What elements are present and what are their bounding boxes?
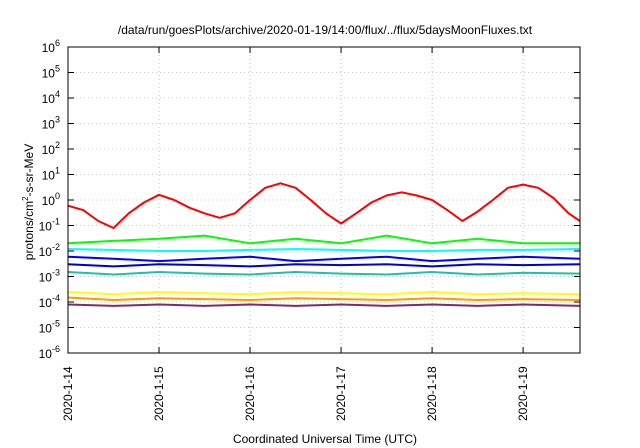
y-tick-base: 10 [42,41,56,55]
y-tick-label: 104 [42,89,60,106]
y-tick-exponent: 3 [55,115,60,125]
y-tick-base: 10 [39,271,53,285]
x-axis-label: Coordinated Universal Time (UTC) [233,432,417,446]
y-tick-label: 10-4 [39,293,60,310]
y-tick-base: 10 [42,92,56,106]
y-tick-base: 10 [39,220,53,234]
y-tick-exponent: -4 [52,293,60,303]
y-tick-exponent: -3 [52,268,60,278]
x-tick-label: 2020-1-16 [243,366,257,421]
series-line [68,255,580,263]
series-line [68,263,580,268]
y-tick-label: 10-1 [39,217,60,234]
y-tick-base: 10 [42,118,56,132]
y-tick-exponent: -5 [52,319,60,329]
series-line [68,296,580,301]
y-tick-label: 10-3 [39,268,60,285]
y-tick-base: 10 [39,245,53,259]
y-tick-label: 10-2 [39,242,60,259]
y-tick-label: 10-5 [39,319,60,336]
series-lines [68,182,580,307]
series-line [68,234,580,245]
y-tick-base: 10 [39,322,53,336]
chart-title: /data/run/goesPlots/archive/2020-01-19/1… [118,23,533,37]
plot-border [67,46,581,354]
y-axis-label-rest: -s-sr-MeV [22,144,36,197]
y-tick-base: 10 [39,296,53,310]
y-tick-exponent: -6 [52,344,60,354]
y-tick-base: 10 [42,143,56,157]
y-tick-label: 100 [42,191,60,208]
y-tick-base: 10 [39,347,53,361]
y-tick-exponent: 5 [55,64,60,74]
y-tick-label: 106 [42,38,60,55]
x-tick-label: 2020-1-19 [516,366,530,421]
y-tick-exponent: -1 [52,217,60,227]
grid-lines [67,47,580,353]
y-tick-label: 103 [42,115,60,132]
x-tick-label: 2020-1-17 [334,366,348,421]
y-tick-base: 10 [42,194,56,208]
x-tick-label: 2020-1-14 [61,366,75,421]
series-line [68,271,580,276]
y-axis-label-sup: 2 [21,196,30,201]
y-tick-base: 10 [42,67,56,81]
y-tick-exponent: 6 [55,38,60,48]
series-line [68,290,580,296]
y-tick-base: 10 [42,169,56,183]
y-tick-exponent: 0 [55,191,60,201]
x-tick-label: 2020-1-15 [152,366,166,421]
y-axis-label: protons/cm2-s-sr-MeV [21,144,36,260]
y-tick-label: 101 [42,166,60,183]
y-tick-exponent: 1 [55,166,60,176]
y-axis-label-base: protons/cm [22,201,36,260]
y-tick-label: 102 [42,140,60,157]
y-tick-exponent: 4 [55,89,60,99]
y-tick-exponent: -2 [52,242,60,252]
y-tick-label: 105 [42,64,60,81]
series-line [68,303,580,307]
series-line [68,248,580,252]
x-tick-label: 2020-1-18 [425,366,439,421]
y-tick-label: 10-6 [39,344,60,361]
y-tick-exponent: 2 [55,140,60,150]
axes: 10-610-510-410-310-210-11001011021031041… [39,38,581,421]
series-line [68,182,580,229]
